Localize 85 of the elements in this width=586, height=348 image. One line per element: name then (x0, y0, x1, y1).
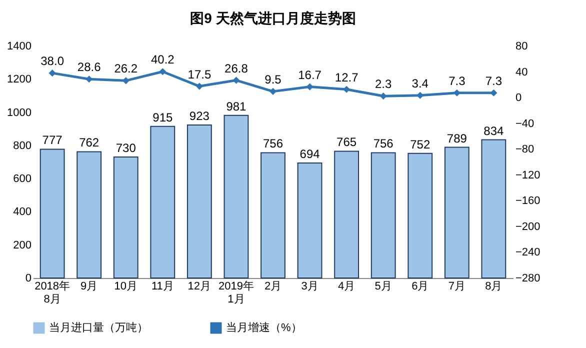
point (416, 92, 424, 99)
data-label: 730 (116, 141, 136, 156)
point (453, 89, 460, 96)
point (306, 83, 314, 90)
bar (408, 152, 433, 278)
bar (260, 152, 286, 278)
bar (186, 124, 212, 278)
legend-label: 当月进口量（万吨） (49, 321, 148, 334)
data-label: 923 (189, 109, 210, 124)
data-label: 12.7 (334, 70, 359, 84)
x-tick-label: 6月 (412, 280, 429, 292)
bar (481, 139, 506, 278)
y-tick-label: 1000 (7, 106, 32, 119)
data-label: 7.3 (485, 74, 502, 88)
bar (224, 114, 249, 278)
x-tick-label: 11月 (151, 280, 174, 292)
point (159, 68, 166, 76)
y-tick-label: 1200 (7, 74, 32, 86)
data-label: 789 (446, 131, 468, 146)
y-tick-label: 800 (13, 140, 32, 152)
bar (40, 148, 65, 278)
x-tick-label: 7月 (448, 280, 466, 292)
point (343, 86, 350, 93)
data-label: 777 (42, 133, 63, 148)
data-label: 16.7 (298, 68, 322, 82)
y2-tick-label: 80 (516, 40, 528, 52)
point (196, 82, 203, 90)
y-tick-label: 600 (13, 173, 32, 186)
x-tick-label: 4月 (338, 280, 356, 292)
y2-tick-label: −280 (516, 272, 540, 284)
point (269, 88, 277, 95)
data-label: 834 (484, 124, 504, 138)
data-label: 765 (336, 135, 357, 150)
data-label: 756 (373, 136, 394, 151)
data-label: 7.3 (448, 74, 466, 88)
y2-tick-label: −40 (516, 118, 534, 130)
x-tick-label: 2018年 8月 (34, 280, 70, 306)
x-tick-label: 8月 (485, 280, 502, 292)
data-label: 752 (410, 137, 430, 152)
data-label: 915 (152, 110, 173, 124)
data-label: 3.4 (412, 76, 429, 90)
point (48, 70, 56, 77)
chart-title: 图9 天然气进口月度走势图 (190, 10, 356, 26)
data-label: 26.8 (224, 61, 248, 76)
legend-label: 当月增速（%） (226, 321, 302, 334)
data-label: 9.5 (264, 72, 282, 86)
y2-tick-label: 40 (516, 66, 528, 78)
bar (370, 152, 396, 278)
y-tick-label: 1400 (7, 40, 32, 52)
y2-tick-label: 0 (516, 92, 522, 104)
x-tick-label: 9月 (80, 280, 98, 292)
x-tick-label: 12月 (188, 280, 212, 292)
x-tick-label: 2019年 1月 (218, 280, 254, 306)
bar (150, 126, 176, 278)
data-label: 694 (300, 146, 320, 161)
point (122, 77, 130, 84)
y-tick-label: 0 (25, 272, 32, 284)
y-tick-label: 400 (13, 206, 32, 218)
data-label: 26.2 (114, 62, 138, 76)
bar (76, 151, 102, 278)
point (232, 76, 240, 84)
point (380, 92, 387, 100)
data-label: 28.6 (77, 60, 102, 74)
data-label: 2.3 (375, 77, 392, 92)
bar (297, 162, 322, 278)
y2-tick-label: −80 (516, 144, 534, 156)
y2-tick-label: −160 (516, 195, 540, 208)
x-tick-label: 5月 (374, 280, 392, 292)
bar (113, 156, 138, 278)
x-tick-label: 2月 (264, 280, 282, 292)
data-label: 981 (226, 99, 247, 114)
y2-tick-label: −200 (516, 220, 540, 233)
bar (444, 146, 470, 278)
data-label: 756 (262, 136, 284, 151)
y-tick-label: 200 (13, 239, 32, 252)
point (490, 89, 498, 96)
data-label: 17.5 (188, 67, 212, 82)
x-tick-label: 3月 (301, 280, 318, 292)
data-label: 40.2 (150, 52, 175, 67)
data-label: 762 (79, 136, 100, 150)
y2-tick-label: −120 (516, 169, 540, 182)
x-tick-label: 10月 (114, 280, 138, 292)
y2-tick-label: −240 (516, 246, 540, 259)
bar (334, 150, 360, 278)
data-label: 38.0 (40, 54, 64, 68)
